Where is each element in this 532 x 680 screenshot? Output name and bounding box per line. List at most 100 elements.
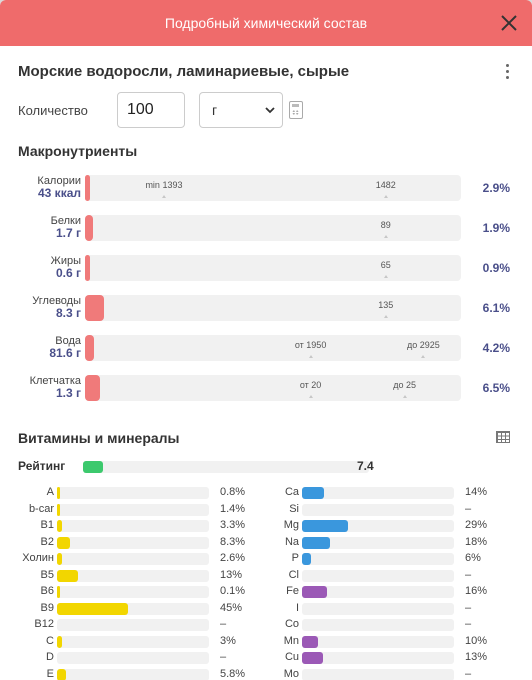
nutrient-bar-fill xyxy=(302,635,318,648)
nutrient-percent: – xyxy=(220,651,227,663)
macro-row: Углеводы 8.3 г 135 6.1% xyxy=(18,295,514,323)
vitamin-row: B1 3.3% xyxy=(18,518,258,534)
dialog-title: Подробный химический состав xyxy=(164,15,368,31)
nutrient-percent: 13% xyxy=(465,651,488,663)
dialog-header: Подробный химический состав xyxy=(0,0,532,46)
macro-bar: 135 xyxy=(85,295,461,321)
nutrient-percent: – xyxy=(465,502,472,515)
nutrient-bar-fill xyxy=(57,569,78,582)
vitamin-row: b-car 1.4% xyxy=(18,502,258,518)
macro-norm-tick xyxy=(161,195,166,198)
macro-percent: 6.5% xyxy=(482,381,510,395)
mineral-row: Fe 16% xyxy=(263,584,503,600)
macro-name: Жиры xyxy=(50,255,81,267)
nutrient-label: B1 xyxy=(40,519,54,531)
macro-bar-fill xyxy=(85,375,101,401)
nutrient-bar xyxy=(57,520,209,532)
nutrient-percent: 2.6% xyxy=(220,552,246,564)
macro-norm-label: min 1393 xyxy=(145,180,183,190)
macro-value: 0.6 г xyxy=(55,266,81,280)
mineral-row: Mg 29% xyxy=(263,518,503,534)
nutrient-label: B9 xyxy=(40,601,54,614)
macro-value: 43 ккал xyxy=(38,186,81,200)
macro-percent: 0.9% xyxy=(482,261,510,275)
macro-norm-label: 65 xyxy=(380,260,391,270)
macro-row: Белки 1.7 г 89 1.9% xyxy=(18,215,514,243)
macro-name: Вода xyxy=(55,335,81,347)
mineral-row: Ca 14% xyxy=(263,485,503,501)
nutrient-label: B6 xyxy=(40,585,54,597)
mineral-row: Cu 13% xyxy=(263,650,503,666)
macro-name: Белки xyxy=(50,215,81,227)
macro-row: Жиры 0.6 г 65 0.9% xyxy=(18,255,514,283)
macro-norm-tick xyxy=(383,195,388,198)
macro-norm-tick xyxy=(421,355,426,358)
nutrient-bar-fill xyxy=(302,586,328,598)
nutrient-label: Cl xyxy=(288,568,299,581)
nutrient-bar-fill xyxy=(302,652,323,664)
nutrient-bar xyxy=(302,503,454,516)
macro-label: Калории 43 ккал xyxy=(18,175,81,199)
product-name: Морские водоросли, ламинариевые, сырые xyxy=(18,62,350,80)
table-view-icon[interactable] xyxy=(496,431,510,443)
close-button[interactable] xyxy=(496,10,522,36)
nutrient-bar xyxy=(57,619,209,631)
macro-norm-label: от 20 xyxy=(299,380,322,390)
nutrient-label: Na xyxy=(284,535,299,548)
nutrient-bar xyxy=(302,520,454,532)
vitamin-row: B6 0.1% xyxy=(18,584,258,600)
nutrient-label: Mn xyxy=(283,634,299,647)
macro-norm-label: до 2925 xyxy=(407,340,440,350)
nutrient-bar xyxy=(57,536,209,549)
macro-percent: 1.9% xyxy=(482,221,510,235)
nutrient-label: P xyxy=(291,552,299,564)
macro-label: Углеводы 8.3 г xyxy=(18,295,81,319)
nutrient-bar xyxy=(302,668,454,680)
nutrient-bar xyxy=(302,569,454,582)
macro-bar: 65 xyxy=(85,255,461,281)
macronutrients-title: Макронутриенты xyxy=(18,143,138,159)
macro-label: Белки 1.7 г xyxy=(18,215,81,239)
quantity-label: Количество xyxy=(18,102,88,118)
vitamin-row: D – xyxy=(18,650,258,666)
macro-percent: 6.1% xyxy=(482,301,510,315)
macro-norm-label: 1482 xyxy=(375,180,396,190)
macro-label: Вода 81.6 г xyxy=(18,335,81,359)
nutrient-bar-fill xyxy=(57,635,62,648)
nutrient-label: Co xyxy=(284,618,299,630)
nutrient-label: I xyxy=(295,601,299,614)
more-options-button[interactable] xyxy=(500,61,514,81)
quantity-input[interactable] xyxy=(117,92,185,128)
nutrient-percent: 1.4% xyxy=(220,502,246,515)
nutrient-label: D xyxy=(46,651,54,663)
nutrient-percent: 3.3% xyxy=(220,519,246,531)
macro-norm-label: 89 xyxy=(380,220,391,230)
nutrient-bar xyxy=(57,503,209,516)
vitamin-row: A 0.8% xyxy=(18,485,258,501)
macro-norm-label: от 1950 xyxy=(294,340,327,350)
rating-row: Рейтинг 7.4 xyxy=(18,458,488,474)
nutrient-percent: 14% xyxy=(465,486,488,498)
unit-select-value: г xyxy=(212,102,218,118)
calculator-icon[interactable] xyxy=(289,101,303,119)
nutrient-label: B5 xyxy=(40,568,54,581)
nutrient-bar xyxy=(302,619,454,631)
unit-select[interactable]: г xyxy=(199,92,283,128)
nutrient-percent: 13% xyxy=(220,568,243,581)
nutrient-bar xyxy=(302,553,454,565)
mineral-row: Si – xyxy=(263,502,503,518)
nutrient-label: Mo xyxy=(283,667,299,680)
nutrient-percent: 45% xyxy=(220,601,243,614)
macro-bar: min 1393 1482 xyxy=(85,175,461,201)
nutrient-bar-fill xyxy=(302,487,325,499)
nutrient-bar xyxy=(57,586,209,598)
macro-row: Калории 43 ккал min 1393 1482 2.9% xyxy=(18,175,514,203)
macro-row: Клетчатка 1.3 г от 20 до 25 6.5% xyxy=(18,375,514,403)
mineral-row: Mn 10% xyxy=(263,634,503,650)
nutrient-bar xyxy=(57,668,209,680)
macro-value: 8.3 г xyxy=(55,306,81,320)
nutrient-bar xyxy=(57,652,209,664)
nutrient-label: b-car xyxy=(28,502,54,515)
nutrient-bar xyxy=(57,553,209,565)
vitamin-row: B12 – xyxy=(18,617,258,633)
